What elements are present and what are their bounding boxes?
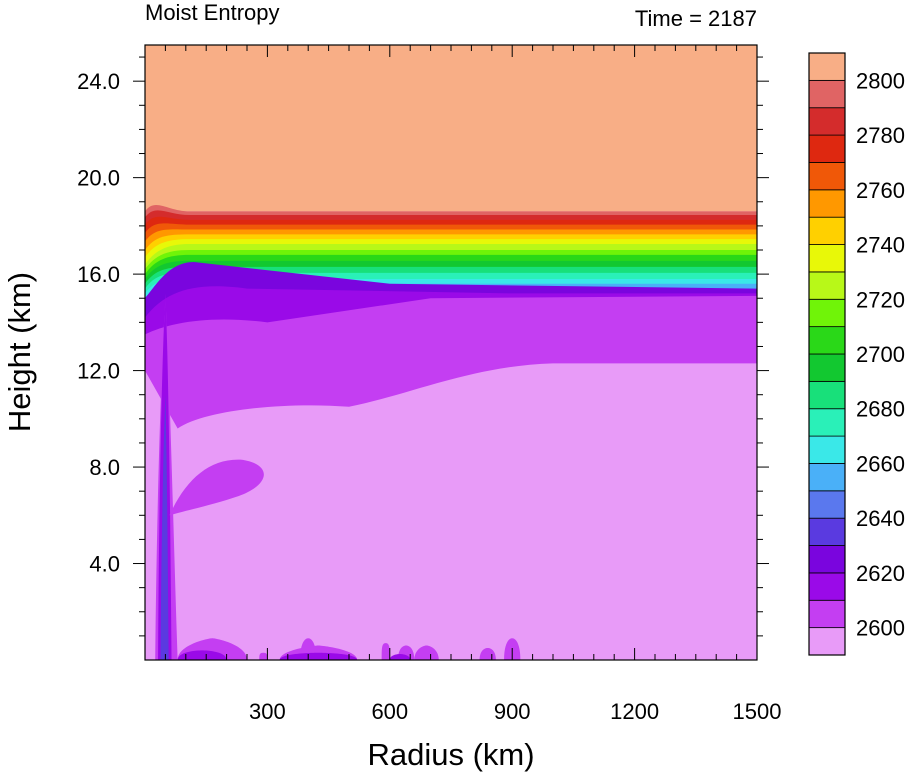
colorbar-swatch	[809, 628, 845, 655]
colorbar-swatch	[809, 600, 845, 627]
colorbar-label: 2660	[856, 451, 905, 476]
y-tick-label: 16.0	[77, 262, 120, 287]
colorbar-swatch	[809, 354, 845, 381]
colorbar-swatch	[809, 272, 845, 299]
colorbar-label: 2780	[856, 123, 905, 148]
colorbar-label: 2800	[856, 68, 905, 93]
colorbar-label: 2680	[856, 397, 905, 422]
colorbar-label: 2620	[856, 561, 905, 586]
y-tick-label: 24.0	[77, 69, 120, 94]
colorbar-swatch	[809, 409, 845, 436]
colorbar-swatch	[809, 491, 845, 518]
colorbar-swatch	[809, 546, 845, 573]
colorbar-label: 2720	[856, 287, 905, 312]
x-axis-label: Radius (km)	[367, 737, 534, 772]
colorbar-swatch	[809, 217, 845, 244]
colorbar-label: 2740	[856, 233, 905, 258]
colorbar-label: 2700	[856, 342, 905, 367]
colorbar-label: 2760	[856, 178, 905, 203]
colorbar-label: 2600	[856, 616, 905, 641]
y-axis-label: Height (km)	[2, 272, 37, 432]
contour-band-stratosphere	[145, 45, 757, 211]
colorbar-swatch	[809, 463, 845, 490]
colorbar: 2600 2620 2640 2660 2680 2700 2720 2740 2760 2780…	[809, 53, 905, 655]
y-tick-label: 8.0	[89, 455, 120, 480]
colorbar-swatch	[809, 190, 845, 217]
colorbar-swatch	[809, 518, 845, 545]
colorbar-swatch	[809, 108, 845, 135]
colorbar-swatch	[809, 299, 845, 326]
y-tick-label: 12.0	[77, 359, 120, 384]
chart-title: Moist Entropy	[145, 0, 280, 25]
y-tick-label: 4.0	[89, 552, 120, 577]
chart-subtitle: Time = 2187	[635, 6, 757, 31]
colorbar-swatch	[809, 135, 845, 162]
contour-fills	[145, 45, 757, 660]
colorbar-swatch	[809, 245, 845, 272]
colorbar-swatch	[809, 162, 845, 189]
colorbar-swatch	[809, 80, 845, 107]
colorbar-swatch	[809, 381, 845, 408]
x-tick-label: 300	[249, 699, 286, 724]
x-tick-label: 1500	[733, 699, 782, 724]
colorbar-swatch	[809, 573, 845, 600]
colorbar-swatch	[809, 53, 845, 80]
x-tick-label: 600	[371, 699, 408, 724]
surface-patch-1	[259, 653, 267, 660]
x-tick-label: 900	[494, 699, 531, 724]
surface-patch-4	[382, 643, 390, 660]
colorbar-swatch	[809, 436, 845, 463]
colorbar-label: 2640	[856, 506, 905, 531]
x-tick-label: 1200	[610, 699, 659, 724]
y-tick-label: 20.0	[77, 166, 120, 191]
colorbar-swatch	[809, 327, 845, 354]
